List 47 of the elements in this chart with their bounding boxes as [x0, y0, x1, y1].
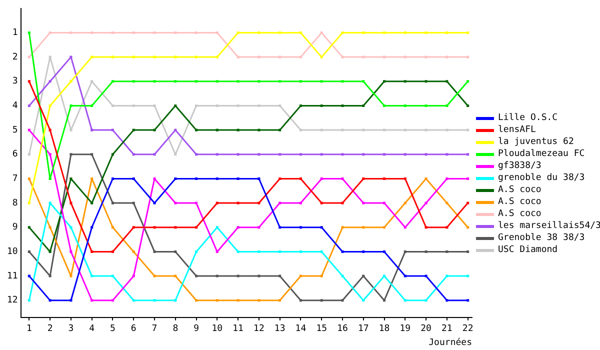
legend-label: A.S coco — [498, 196, 542, 208]
legend-label: la juventus 62 — [498, 136, 574, 148]
y-tick-label: 4 — [12, 101, 18, 112]
x-tick-label: 13 — [274, 324, 286, 334]
x-tick-label: 7 — [152, 324, 158, 334]
x-tick-label: 12 — [254, 324, 264, 334]
x-tick-label: 20 — [420, 324, 432, 334]
x-tick-label: 8 — [172, 324, 178, 334]
legend-label: USC Diamond — [498, 244, 558, 256]
legend-label: A.S coco — [498, 208, 542, 220]
x-axis-title: Journées — [428, 336, 472, 348]
x-tick-label: 15 — [316, 324, 328, 334]
x-tick-label: 6 — [130, 324, 136, 334]
y-tick-label: 2 — [12, 52, 18, 62]
x-tick-label: 1 — [26, 324, 32, 334]
y-tick-label: 9 — [12, 222, 18, 233]
y-tick-label: 12 — [6, 296, 18, 306]
x-tick-label: 16 — [337, 324, 348, 334]
y-tick-label: 6 — [12, 150, 18, 160]
x-tick-label: 3 — [68, 324, 74, 334]
x-tick-label: 5 — [110, 324, 116, 334]
x-tick-label: 18 — [378, 324, 390, 334]
x-tick-label: 19 — [400, 324, 411, 334]
x-tick-label: 10 — [212, 324, 223, 334]
legend-label: Ploudalmezeau FC — [498, 148, 585, 160]
legend-label: A.S coco — [498, 184, 542, 196]
legend-label: Grenoble 38 38/3 — [498, 232, 585, 244]
x-tick-label: 22 — [462, 324, 474, 334]
x-tick-label: 11 — [232, 324, 244, 334]
y-tick-label: 8 — [12, 198, 18, 208]
legend-label: Lille O.S.C — [498, 112, 558, 124]
y-tick-label: 7 — [12, 174, 18, 184]
y-tick-label: 10 — [6, 247, 18, 258]
x-tick-label: 4 — [89, 324, 95, 334]
x-tick-label: 17 — [358, 324, 369, 334]
legend-label: gf3838/3 — [498, 160, 542, 172]
legend-label: lensAFL — [498, 124, 536, 136]
legend-label: grenoble du 38/3 — [498, 172, 585, 184]
y-tick-label: 3 — [12, 76, 18, 87]
y-tick-label: 5 — [12, 125, 18, 136]
y-tick-label: 1 — [12, 28, 18, 38]
x-tick-label: 9 — [194, 324, 199, 334]
x-tick-label: 2 — [47, 324, 53, 334]
x-tick-label: 14 — [295, 324, 306, 334]
x-tick-label: 21 — [442, 324, 452, 334]
y-tick-label: 11 — [6, 271, 18, 282]
legend-label: les marseillais54/3 — [498, 220, 600, 232]
